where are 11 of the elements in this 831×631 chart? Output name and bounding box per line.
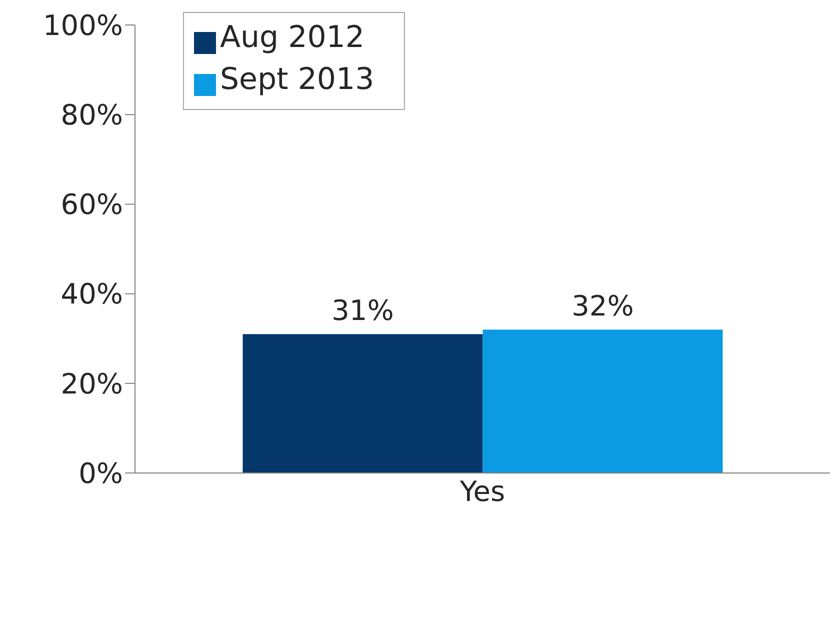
legend-label: Sept 2013 bbox=[220, 62, 374, 97]
y-tick-label: 100% bbox=[42, 8, 123, 42]
y-tick-label: 40% bbox=[60, 278, 123, 311]
legend-label: Aug 2012 bbox=[220, 20, 364, 55]
y-tick-label: 20% bbox=[60, 367, 123, 400]
data-label: 31% bbox=[332, 294, 394, 328]
x-tick-label: Yes bbox=[458, 474, 506, 508]
data-label: 32% bbox=[572, 290, 634, 323]
y-tick-label: 60% bbox=[60, 188, 123, 222]
y-tick-label: 0% bbox=[78, 456, 123, 490]
y-tick-label: 80% bbox=[60, 98, 123, 132]
